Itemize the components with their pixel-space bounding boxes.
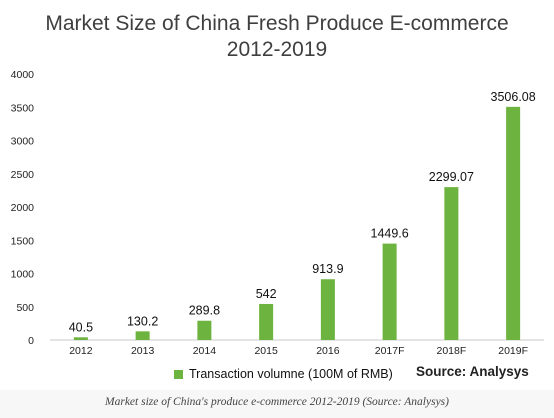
x-tick-label: 2017F (375, 345, 405, 357)
bar (259, 303, 274, 340)
bar (197, 320, 212, 340)
x-tick-label: 2012 (69, 345, 93, 357)
chart-title-line-2: 2012-2019 (226, 38, 328, 61)
bar (135, 331, 150, 340)
bar-chart-svg: 0 500 1000 1500 2000 2500 3000 3500 4000 40.5 2012… (11, 69, 544, 357)
data-label: 40.5 (69, 320, 93, 334)
x-tick-label: 2014 (193, 345, 217, 357)
legend-label: Transaction volumne (100M of RMB) (189, 367, 393, 381)
y-tick-label: 2500 (11, 169, 35, 181)
data-label: 130.2 (127, 314, 158, 328)
data-label: 913.9 (312, 262, 343, 276)
x-tick-label: 2018F (436, 345, 466, 357)
chart-title-line-1: Market Size of China Fresh Produce E-com… (45, 12, 509, 35)
chart-legend: Transaction volumne (100M of RMB) (174, 366, 393, 382)
bar (320, 279, 335, 340)
data-label: 3506.08 (491, 90, 536, 104)
bar (382, 243, 397, 340)
y-tick-label: 4000 (11, 69, 35, 81)
y-tick-label: 500 (16, 302, 34, 314)
data-label: 542 (256, 287, 277, 301)
y-tick-label: 1500 (11, 235, 35, 247)
chart-card: Market Size of China Fresh Produce E-com… (10, 12, 544, 382)
x-tick-label: 2016 (316, 345, 340, 357)
x-tick-label: 2013 (131, 345, 155, 357)
figure-caption: Market size of China's produce e-commerc… (105, 396, 449, 408)
data-label: 1449.6 (371, 227, 409, 241)
data-label: 2299.07 (429, 170, 474, 184)
data-label: 289.8 (189, 304, 220, 318)
y-tick-label: 1000 (11, 269, 35, 281)
legend-swatch (174, 369, 183, 379)
y-tick-label: 3500 (11, 102, 35, 114)
x-tick-label: 2019F (498, 345, 528, 357)
bar (506, 106, 521, 341)
source-label: Source: Analysys (416, 364, 529, 379)
y-tick-label: 2000 (11, 202, 35, 214)
bar (444, 187, 459, 340)
bar (73, 337, 88, 340)
y-tick-label: 3000 (11, 136, 35, 148)
x-tick-label: 2015 (254, 345, 278, 357)
y-tick-label: 0 (28, 335, 34, 347)
